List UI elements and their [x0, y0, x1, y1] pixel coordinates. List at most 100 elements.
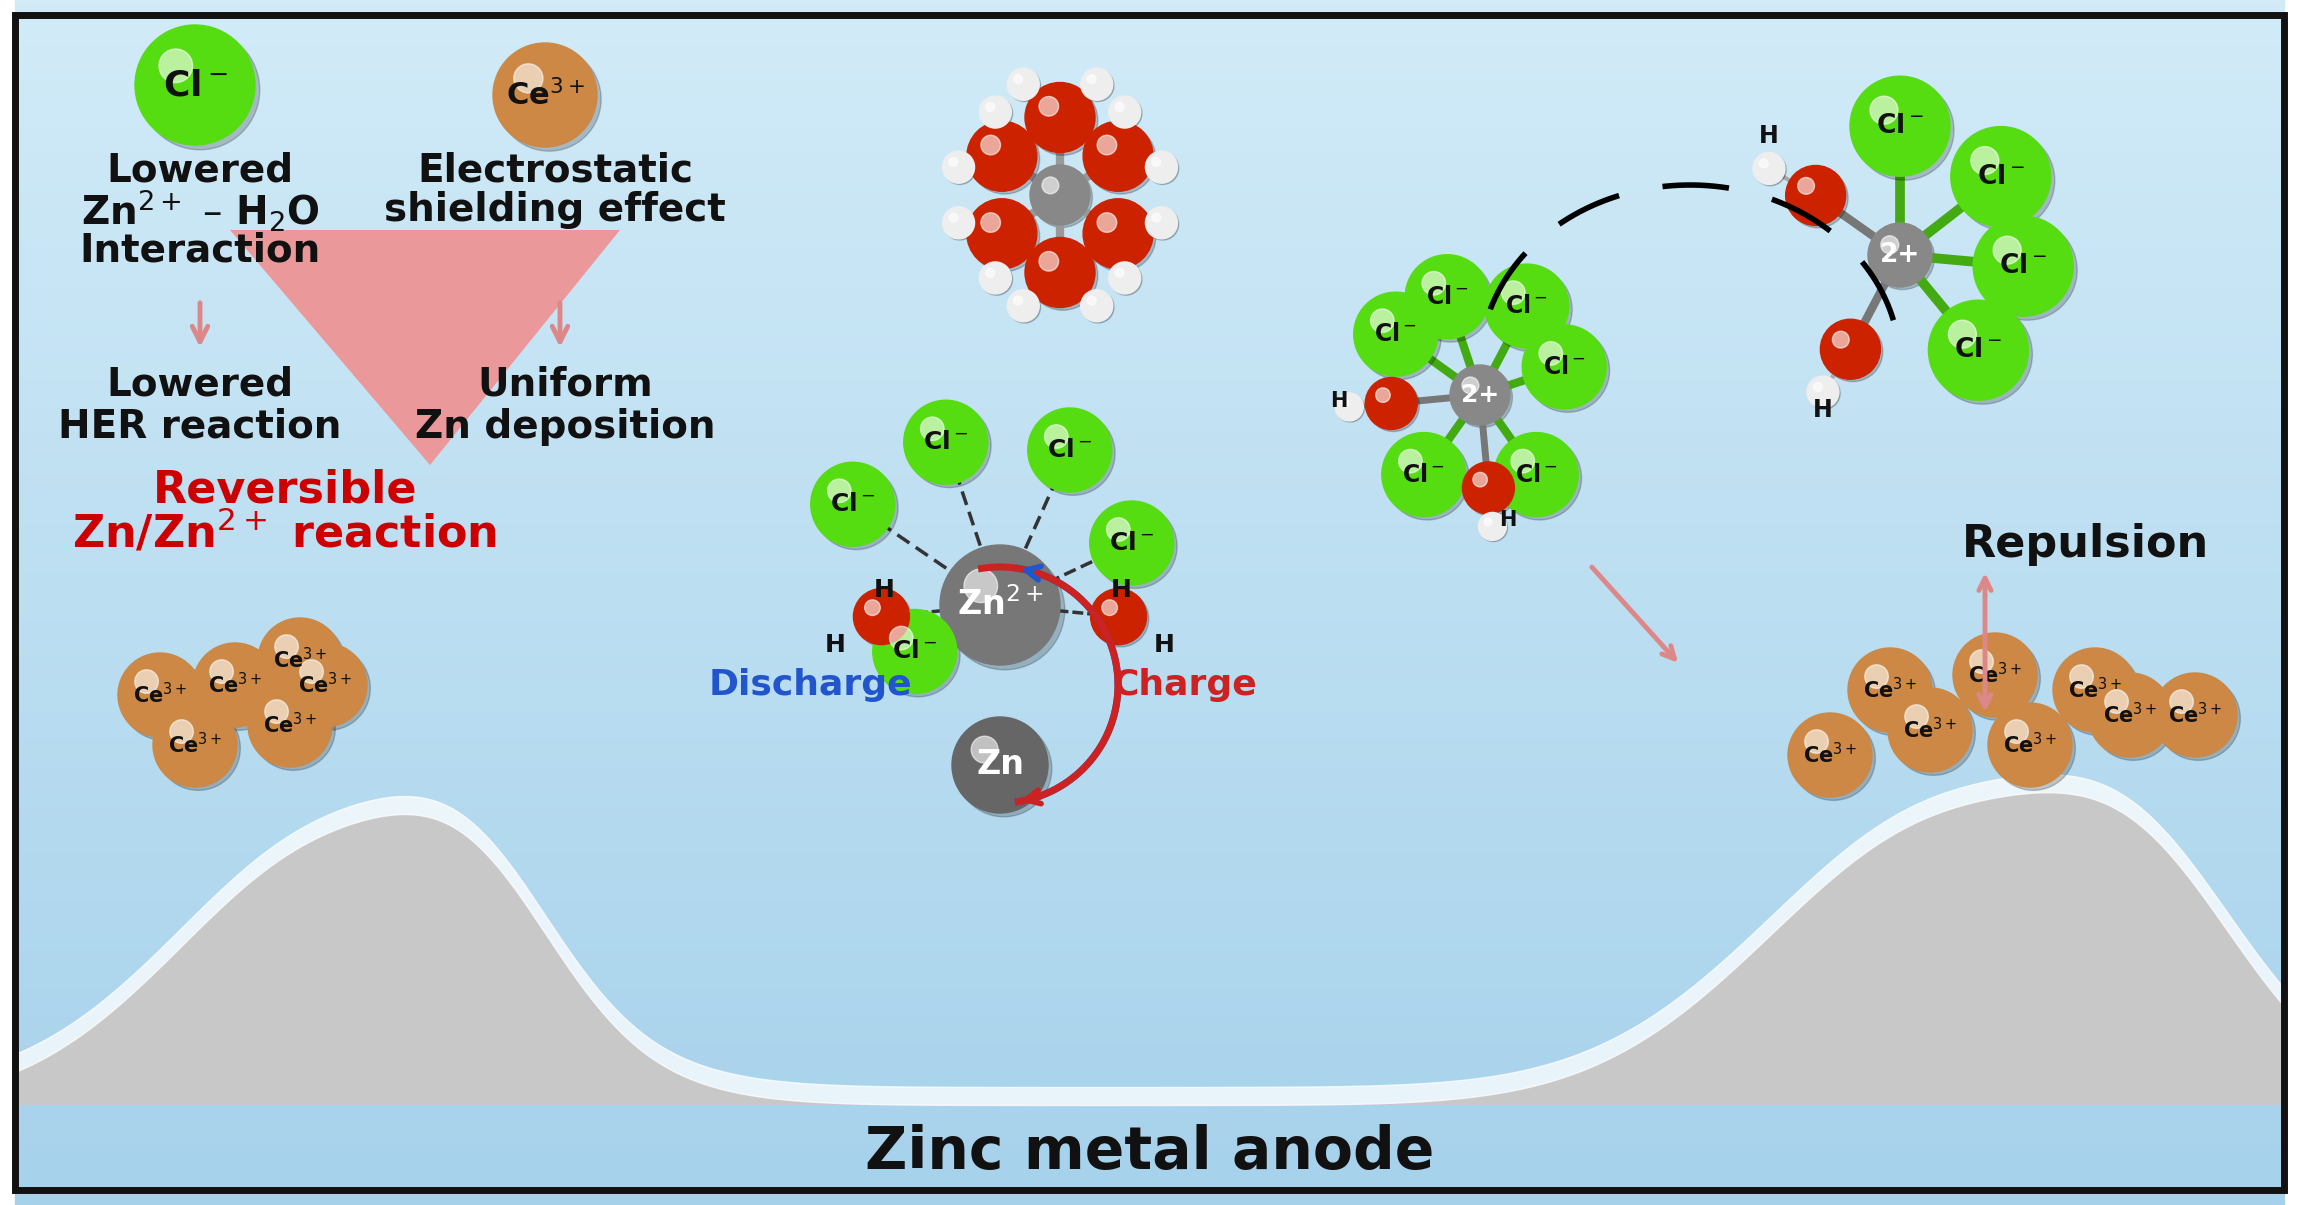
Bar — [16, 807, 2283, 811]
Circle shape — [1386, 436, 1469, 519]
Bar — [16, 575, 2283, 578]
Text: Cl$^-$: Cl$^-$ — [892, 640, 938, 664]
Bar — [16, 160, 2283, 165]
Circle shape — [1085, 201, 1156, 271]
Bar — [16, 539, 2283, 542]
Circle shape — [251, 687, 336, 770]
Bar — [16, 924, 2283, 928]
Text: Ce$^{3+}$: Ce$^{3+}$ — [1862, 677, 1917, 703]
Bar — [16, 406, 2283, 410]
Text: Ce$^{3+}$: Ce$^{3+}$ — [1968, 663, 2023, 688]
Bar — [16, 322, 2283, 325]
Bar — [16, 1201, 2283, 1205]
Bar — [16, 719, 2283, 723]
Bar — [16, 474, 2283, 478]
Circle shape — [1087, 296, 1097, 305]
Circle shape — [1110, 263, 1143, 295]
Bar — [16, 1133, 2283, 1136]
Bar — [16, 401, 2283, 406]
Circle shape — [1759, 159, 1768, 167]
Circle shape — [1409, 258, 1492, 342]
Circle shape — [1478, 512, 1506, 541]
Bar — [16, 1057, 2283, 1060]
Circle shape — [1340, 399, 1350, 406]
Bar — [16, 189, 2283, 193]
Circle shape — [1083, 199, 1154, 269]
Bar — [16, 647, 2283, 651]
Circle shape — [968, 122, 1037, 192]
Bar — [16, 623, 2283, 627]
Bar — [16, 506, 2283, 510]
Bar — [16, 659, 2283, 663]
Circle shape — [1851, 76, 1950, 176]
Bar — [16, 462, 2283, 466]
Bar — [16, 112, 2283, 117]
Bar — [16, 587, 2283, 590]
Bar — [16, 997, 2283, 1000]
Circle shape — [949, 158, 959, 166]
Bar — [16, 590, 2283, 594]
Bar — [16, 1109, 2283, 1112]
Bar — [16, 410, 2283, 413]
Bar — [16, 365, 2283, 370]
Bar — [16, 775, 2283, 780]
Circle shape — [986, 102, 995, 111]
Bar — [16, 269, 2283, 274]
Circle shape — [982, 213, 1000, 233]
Bar — [16, 470, 2283, 474]
Bar — [16, 245, 2283, 249]
Circle shape — [1009, 292, 1041, 323]
Bar — [16, 1197, 2283, 1201]
Bar — [16, 1064, 2283, 1069]
Bar — [16, 558, 2283, 563]
Circle shape — [1398, 449, 1423, 472]
Bar — [16, 984, 2283, 988]
Circle shape — [853, 588, 910, 645]
Bar — [16, 611, 2283, 615]
Bar — [16, 988, 2283, 992]
Circle shape — [492, 43, 598, 147]
Circle shape — [1991, 706, 2076, 790]
Bar — [16, 883, 2283, 888]
Circle shape — [1451, 365, 1510, 425]
Bar — [16, 1052, 2283, 1057]
Circle shape — [2156, 676, 2239, 760]
Bar — [16, 1177, 2283, 1181]
Circle shape — [248, 683, 331, 768]
Bar — [16, 394, 2283, 398]
Text: Cl$^-$: Cl$^-$ — [1375, 322, 1416, 346]
Text: Ce$^{3+}$: Ce$^{3+}$ — [1802, 742, 1858, 768]
Bar — [16, 124, 2283, 129]
Circle shape — [1375, 388, 1391, 402]
Circle shape — [1007, 289, 1039, 322]
Bar — [16, 466, 2283, 470]
Bar — [16, 1129, 2283, 1133]
Bar — [16, 349, 2283, 353]
Circle shape — [2087, 674, 2173, 757]
Bar — [16, 88, 2283, 93]
Bar — [16, 325, 2283, 329]
Bar — [16, 286, 2283, 289]
Bar — [16, 888, 2283, 892]
Text: Cl$^-$: Cl$^-$ — [1402, 463, 1446, 487]
Bar — [16, 1021, 2283, 1024]
Text: Cl$^-$: Cl$^-$ — [1046, 437, 1092, 462]
Circle shape — [1485, 264, 1568, 348]
Circle shape — [1510, 449, 1533, 472]
Text: Reversible: Reversible — [152, 469, 416, 511]
Bar — [16, 229, 2283, 233]
Circle shape — [1851, 652, 1936, 735]
Bar — [16, 1097, 2283, 1100]
Bar — [16, 329, 2283, 334]
Bar — [16, 639, 2283, 642]
Bar — [16, 20, 2283, 24]
Circle shape — [1108, 96, 1140, 128]
Bar — [16, 449, 2283, 454]
Circle shape — [1083, 292, 1115, 323]
Circle shape — [1929, 300, 2028, 400]
Bar — [16, 683, 2283, 687]
Circle shape — [1366, 377, 1416, 429]
Bar — [16, 739, 2283, 743]
Bar — [16, 249, 2283, 253]
Bar — [16, 120, 2283, 124]
